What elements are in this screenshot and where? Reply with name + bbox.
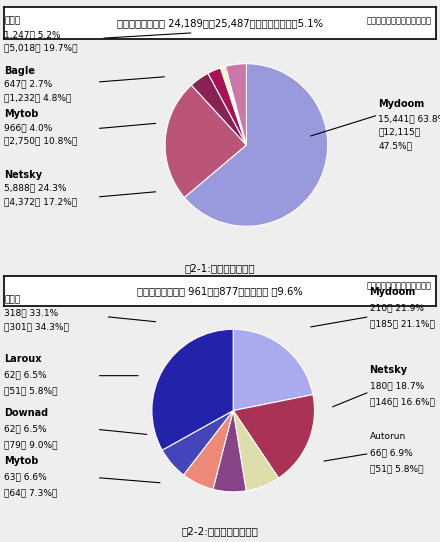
Text: Netsky: Netsky [370, 365, 408, 375]
Text: （4,372個 17.2%）: （4,372個 17.2%） [4, 197, 77, 206]
Text: 318件 33.1%: 318件 33.1% [4, 308, 59, 318]
Wedge shape [184, 63, 328, 226]
Text: 966個 4.0%: 966個 4.0% [4, 123, 53, 132]
Text: （51件 5.8%）: （51件 5.8%） [4, 386, 58, 396]
Text: Netsky: Netsky [4, 170, 43, 179]
Text: その他: その他 [4, 295, 21, 304]
Text: Laroux: Laroux [4, 354, 42, 364]
Wedge shape [165, 85, 246, 197]
Text: 62件 6.5%: 62件 6.5% [4, 424, 47, 433]
Text: ウイルス検出数　 24,189個（25,487個）　前月比　－5.1%: ウイルス検出数 24,189個（25,487個） 前月比 －5.1% [117, 18, 323, 28]
Text: （51件 5.8%）: （51件 5.8%） [370, 464, 423, 473]
Text: 63件 6.6%: 63件 6.6% [4, 472, 47, 481]
Text: 66件 6.9%: 66件 6.9% [370, 448, 412, 457]
Text: Mytob: Mytob [4, 456, 39, 466]
Wedge shape [208, 68, 246, 145]
Wedge shape [191, 73, 246, 145]
Text: Mytob: Mytob [4, 109, 39, 119]
Text: 1,247個 5.2%: 1,247個 5.2% [4, 30, 61, 39]
Text: 図2-2:ウイルス届出件数: 図2-2:ウイルス届出件数 [182, 527, 258, 537]
Text: 647個 2.7%: 647個 2.7% [4, 79, 53, 88]
Wedge shape [183, 411, 233, 489]
Wedge shape [226, 63, 246, 145]
Text: （185件 21.1%）: （185件 21.1%） [370, 319, 434, 328]
Wedge shape [220, 67, 246, 145]
Text: 5,888個 24.3%: 5,888個 24.3% [4, 183, 67, 192]
Wedge shape [213, 411, 246, 492]
Wedge shape [224, 67, 246, 145]
Text: 210件 21.9%: 210件 21.9% [370, 303, 424, 312]
Wedge shape [233, 411, 279, 491]
Wedge shape [152, 329, 233, 450]
Text: 15,441個 63.8%: 15,441個 63.8% [378, 114, 440, 123]
Text: （79件 9.0%）: （79件 9.0%） [4, 440, 58, 449]
Text: Autorun: Autorun [370, 432, 406, 441]
Text: （146件 16.6%）: （146件 16.6%） [370, 397, 434, 406]
Wedge shape [233, 329, 313, 411]
Text: その他: その他 [4, 16, 21, 25]
Text: Mydoom: Mydoom [370, 287, 416, 297]
Text: （5,018個 19.7%）: （5,018個 19.7%） [4, 44, 78, 53]
Text: Downad: Downad [4, 408, 48, 418]
Text: 62件 6.5%: 62件 6.5% [4, 370, 47, 379]
Text: 図2-1:ウイルス検出数: 図2-1:ウイルス検出数 [185, 263, 255, 274]
Text: （1,232個 4.8%）: （1,232個 4.8%） [4, 93, 72, 102]
Text: （12,115個: （12,115個 [378, 128, 421, 137]
Text: （64件 7.3%）: （64件 7.3%） [4, 488, 58, 498]
Text: （301件 34.3%）: （301件 34.3%） [4, 322, 69, 331]
Text: Mydoom: Mydoom [378, 99, 425, 109]
Text: 47.5%）: 47.5%） [378, 141, 412, 151]
Wedge shape [162, 411, 233, 475]
Text: Bagle: Bagle [4, 66, 35, 76]
Text: ウイルス届出件数 961件（877件）前月比 ＋9.6%: ウイルス届出件数 961件（877件）前月比 ＋9.6% [137, 286, 303, 296]
Text: 180件 18.7%: 180件 18.7% [370, 381, 424, 390]
Text: （注：括弧内は前月の数値）: （注：括弧内は前月の数値） [366, 16, 431, 25]
Wedge shape [233, 395, 315, 478]
Text: （注：括弧内は前月の数値）: （注：括弧内は前月の数値） [366, 282, 431, 291]
Text: （2,750個 10.8%）: （2,750個 10.8%） [4, 137, 78, 146]
